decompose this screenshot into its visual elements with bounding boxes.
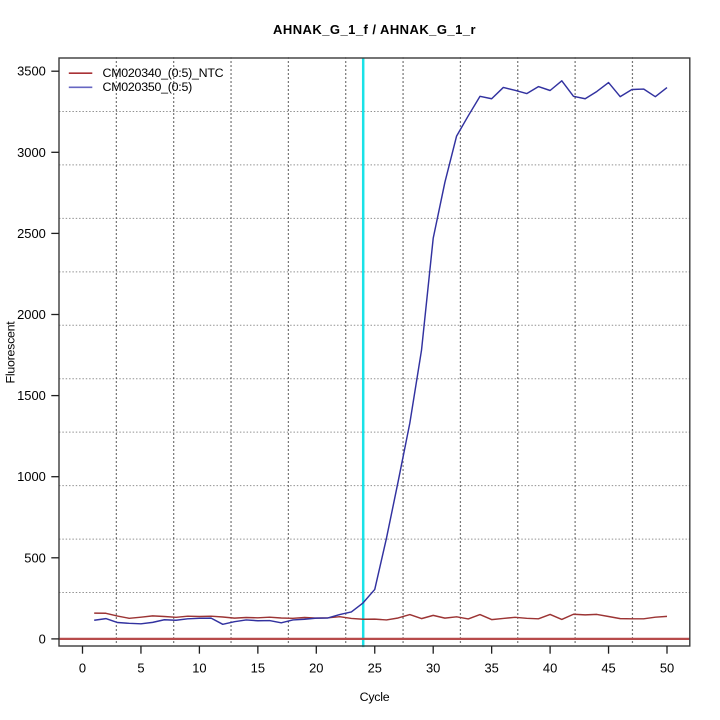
svg-text:500: 500: [24, 550, 46, 565]
svg-text:25: 25: [368, 661, 382, 676]
svg-text:3500: 3500: [17, 64, 46, 79]
svg-text:40: 40: [543, 661, 557, 676]
svg-text:30: 30: [426, 661, 440, 676]
svg-text:20: 20: [309, 661, 323, 676]
svg-text:2500: 2500: [17, 226, 46, 241]
svg-text:35: 35: [484, 661, 498, 676]
svg-text:Fluorescent: Fluorescent: [4, 321, 18, 384]
svg-text:15: 15: [251, 661, 265, 676]
svg-text:Cycle: Cycle: [360, 690, 390, 704]
svg-text:45: 45: [601, 661, 615, 676]
svg-text:0: 0: [79, 661, 86, 676]
svg-text:CM020350_(0:5): CM020350_(0:5): [103, 80, 193, 94]
svg-text:10: 10: [192, 661, 206, 676]
svg-text:1000: 1000: [17, 469, 46, 484]
svg-text:AHNAK_G_1_f / AHNAK_G_1_r: AHNAK_G_1_f / AHNAK_G_1_r: [273, 22, 476, 37]
svg-text:0: 0: [39, 631, 46, 646]
svg-text:1500: 1500: [17, 388, 46, 403]
svg-text:50: 50: [660, 661, 674, 676]
svg-text:2000: 2000: [17, 307, 46, 322]
svg-text:3000: 3000: [17, 145, 46, 160]
svg-text:CM020340_(0:5)_NTC: CM020340_(0:5)_NTC: [103, 66, 224, 80]
svg-text:5: 5: [137, 661, 144, 676]
